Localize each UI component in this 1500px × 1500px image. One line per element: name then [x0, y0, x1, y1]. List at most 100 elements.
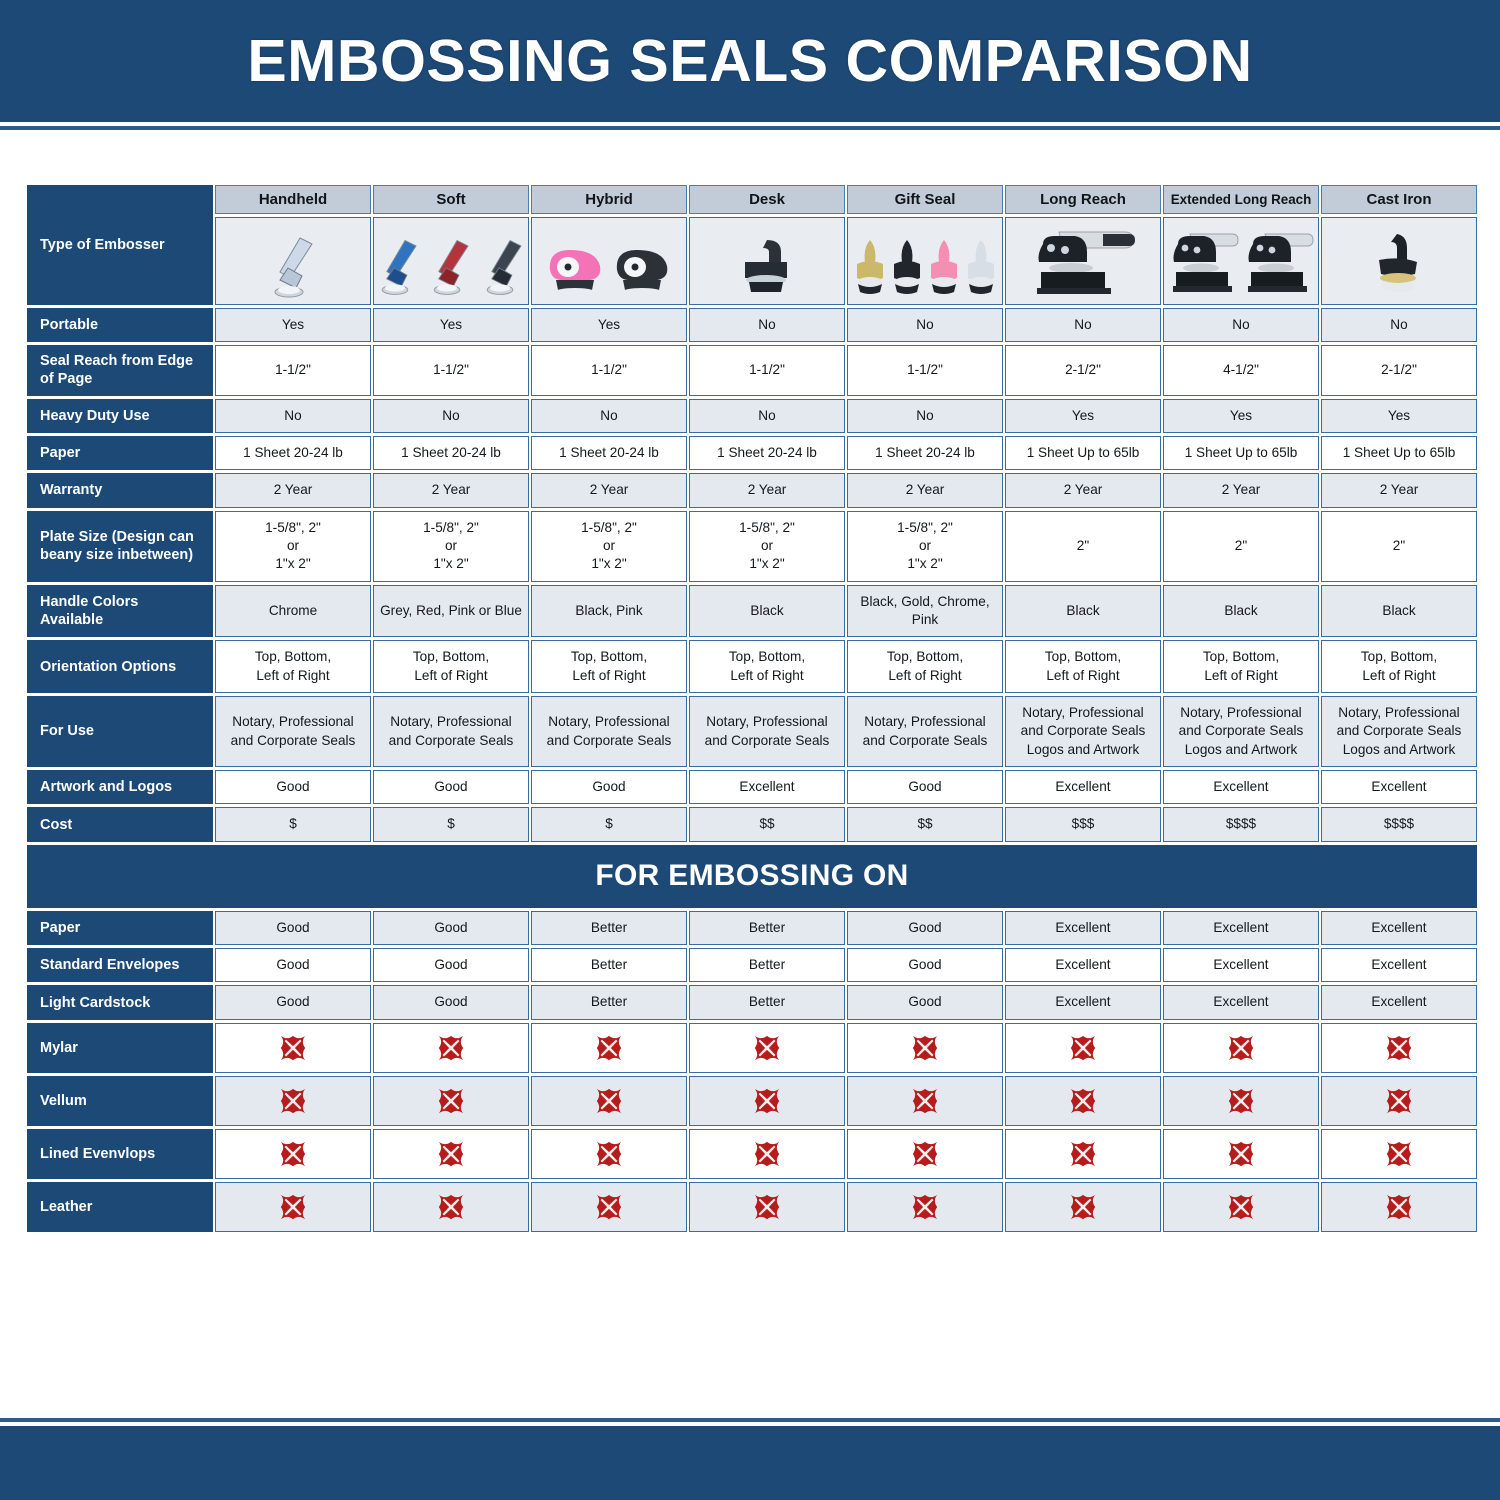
cell-line: 2"	[1234, 537, 1248, 553]
row-label-heavy-duty-use: Heavy Duty Use	[27, 398, 213, 433]
page-footer-band	[0, 1426, 1500, 1500]
red-x-icon	[1326, 1137, 1472, 1171]
red-x-icon	[1010, 1137, 1156, 1171]
red-x-icon	[378, 1084, 524, 1118]
cell-light-cardstock-desk: Better	[689, 985, 845, 1020]
cell-line: 2"	[1392, 537, 1406, 553]
cell-vellum-hybrid	[531, 1075, 687, 1126]
cell-paper-soft: 1 Sheet 20-24 lb	[373, 435, 529, 471]
cell-paper-extended_long_reach: 1 Sheet Up to 65lb	[1163, 435, 1319, 471]
cell-lined-evenvlops-cast_iron	[1321, 1128, 1477, 1179]
cell-plate-size-design-can-beany-size-inbetween-hybrid: 1-5/8", 2" or 1"x 2"	[531, 510, 687, 582]
cell-heavy-duty-use-gift_seal: No	[847, 398, 1003, 433]
cell-line: 1 Sheet 20-24 lb	[717, 444, 817, 460]
cell-seal-reach-from-edge-of-page-handheld: 1-1/2"	[215, 345, 371, 396]
row-label-light-cardstock: Light Cardstock	[27, 985, 213, 1020]
table-row: Light Cardstock Good Good Better Better Good E…	[27, 985, 1477, 1020]
cell-plate-size-design-can-beany-size-inbetween-cast_iron: 2"	[1321, 510, 1477, 582]
cell-paper-hybrid: Better	[531, 910, 687, 946]
red-x-icon	[220, 1084, 366, 1118]
cell-line: 2 Year	[589, 482, 629, 498]
red-x-icon	[536, 1031, 682, 1065]
table-row: Artwork and Logos Good Good Good Excellent Go…	[27, 770, 1477, 805]
cell-paper-gift_seal: 1 Sheet 20-24 lb	[847, 435, 1003, 471]
cell-line: and Corporate Seals	[546, 732, 672, 748]
long-reach-embosser-photo	[1006, 218, 1160, 304]
cell-line: Top, Bottom,	[1360, 649, 1438, 665]
embosser-image-handheld	[215, 217, 371, 305]
cell-mylar-hybrid	[531, 1022, 687, 1073]
cell-standard-envelopes-desk: Better	[689, 948, 845, 983]
cell-vellum-extended_long_reach	[1163, 1075, 1319, 1126]
cell-for-use-soft: Notary, Professional and Corporate Seals	[373, 696, 529, 768]
cell-line: Black	[750, 602, 784, 618]
cell-artwork-and-logos-desk: Excellent	[689, 770, 845, 805]
cell-warranty-cast_iron: 2 Year	[1321, 473, 1477, 508]
page-title: EMBOSSING SEALS COMPARISON	[247, 27, 1253, 94]
red-x-icon	[852, 1031, 998, 1065]
cell-warranty-long_reach: 2 Year	[1005, 473, 1161, 508]
cell-line: Top, Bottom,	[886, 649, 964, 665]
cell-line: Left of Right	[1046, 667, 1120, 683]
handheld-embosser-photo	[216, 218, 370, 304]
red-x-icon	[694, 1084, 840, 1118]
cell-line: Logos and Artwork	[1342, 741, 1456, 757]
cell-line: $	[447, 816, 455, 832]
cell-cost-cast_iron: $$$$	[1321, 807, 1477, 842]
row-label-paper: Paper	[27, 435, 213, 471]
embosser-image-cast_iron	[1321, 217, 1477, 305]
cell-lined-evenvlops-desk	[689, 1128, 845, 1179]
cell-heavy-duty-use-soft: No	[373, 398, 529, 433]
cell-line: 1 Sheet 20-24 lb	[243, 444, 343, 460]
cell-line: 1"x 2"	[275, 556, 311, 572]
cell-vellum-long_reach	[1005, 1075, 1161, 1126]
cell-line: 1-1/2"	[749, 362, 785, 378]
red-x-icon	[1326, 1031, 1472, 1065]
cell-orientation-options-extended_long_reach: Top, Bottom, Left of Right	[1163, 640, 1319, 694]
cell-lined-evenvlops-hybrid	[531, 1128, 687, 1179]
cell-warranty-gift_seal: 2 Year	[847, 473, 1003, 508]
cell-portable-hybrid: Yes	[531, 308, 687, 343]
cell-cost-hybrid: $	[531, 807, 687, 842]
hybrid-embossers-photo	[532, 218, 686, 304]
red-x-icon	[220, 1137, 366, 1171]
cell-line: 1 Sheet 20-24 lb	[401, 444, 501, 460]
cell-line: and Corporate Seals	[230, 732, 356, 748]
cell-line: 1-5/8", 2"	[423, 519, 479, 535]
table-row: Orientation Options Top, Bottom, Left of R…	[27, 640, 1477, 694]
cell-line: 2 Year	[1063, 482, 1103, 498]
cell-light-cardstock-cast_iron: Excellent	[1321, 985, 1477, 1020]
cell-seal-reach-from-edge-of-page-hybrid: 1-1/2"	[531, 345, 687, 396]
table-row: Vellum	[27, 1075, 1477, 1126]
row-label-mylar: Mylar	[27, 1022, 213, 1073]
cell-paper-cast_iron: Excellent	[1321, 910, 1477, 946]
cell-cost-desk: $$	[689, 807, 845, 842]
cell-line: No	[1232, 317, 1250, 332]
cell-mylar-cast_iron	[1321, 1022, 1477, 1073]
cell-portable-cast_iron: No	[1321, 308, 1477, 343]
cell-for-use-gift_seal: Notary, Professional and Corporate Seals	[847, 696, 1003, 768]
row-label-standard-envelopes: Standard Envelopes	[27, 948, 213, 983]
row-label-warranty: Warranty	[27, 473, 213, 508]
row-label-orientation-options: Orientation Options	[27, 640, 213, 694]
red-x-icon	[694, 1190, 840, 1224]
cell-line: 1 Sheet Up to 65lb	[1026, 444, 1140, 460]
cell-heavy-duty-use-cast_iron: Yes	[1321, 398, 1477, 433]
cell-line: Top, Bottom,	[570, 649, 648, 665]
cell-line: 2 Year	[1379, 482, 1419, 498]
cell-line: No	[916, 407, 934, 423]
cell-portable-long_reach: No	[1005, 308, 1161, 343]
red-x-icon	[536, 1190, 682, 1224]
cell-standard-envelopes-gift_seal: Good	[847, 948, 1003, 983]
cell-line: 4-1/2"	[1223, 362, 1259, 378]
red-x-icon	[378, 1190, 524, 1224]
cell-handle-colors-available-hybrid: Black, Pink	[531, 584, 687, 638]
header-divider-white-bottom	[0, 130, 1500, 133]
cell-orientation-options-gift_seal: Top, Bottom, Left of Right	[847, 640, 1003, 694]
cell-standard-envelopes-long_reach: Excellent	[1005, 948, 1161, 983]
cell-lined-evenvlops-extended_long_reach	[1163, 1128, 1319, 1179]
cell-line: Excellent	[739, 779, 795, 795]
red-x-icon	[1168, 1084, 1314, 1118]
cell-mylar-soft	[373, 1022, 529, 1073]
